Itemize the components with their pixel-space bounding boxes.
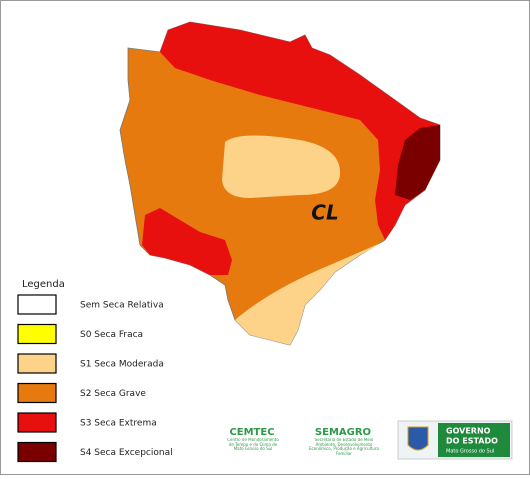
map: CL <box>119 21 441 346</box>
region-s3-north-east <box>160 22 440 240</box>
legend: Legenda Sem Seca Relativa S0 Seca Fraca S1… <box>17 279 173 463</box>
cemtec-subtitle: Centro de Monitoramento de Tempo e do Cl… <box>227 438 279 451</box>
legend-label: S2 Seca Grave <box>80 389 146 399</box>
legend-swatch <box>17 441 57 463</box>
semagro-subtitle: Secretaria de Estado de Meio Ambiente, D… <box>309 438 379 456</box>
governo-line1: GOVERNO <box>446 427 491 436</box>
legend-label: Sem Seca Relativa <box>80 301 164 311</box>
legend-label: S3 Seca Extrema <box>80 419 157 429</box>
region-s3-west <box>142 208 232 275</box>
semagro-subtitle-box: Secretaria de Estado de Meio Ambiente, D… <box>309 438 379 456</box>
legend-swatch <box>17 412 57 433</box>
cemtec-subtitle-box: Centro de Monitoramento de Tempo e do Cl… <box>227 438 279 451</box>
semagro-name: SEMAGRO <box>315 427 371 438</box>
governo-state: Mato Grosso do Sul <box>446 449 494 455</box>
legend-swatch <box>17 323 57 345</box>
region-s1-center <box>222 135 341 198</box>
legend-label: S1 Seca Moderada <box>80 360 164 370</box>
legend-swatch <box>17 294 57 315</box>
cemtec-name: CEMTEC <box>229 427 274 438</box>
region-s1-south <box>235 242 383 345</box>
governo-line2: DO ESTADO <box>446 437 498 446</box>
legend-label: S0 Seca Fraca <box>80 330 143 340</box>
governo-badge <box>438 423 510 457</box>
legend-swatch <box>17 353 57 374</box>
legend-label: S4 Seca Excepcional <box>80 448 173 458</box>
region-s4 <box>395 125 440 200</box>
coat-of-arms <box>407 426 429 451</box>
logos: CEMTEC Centro de Monitoramento de Tempo … <box>227 420 513 460</box>
region-label: CL <box>311 201 338 225</box>
legend-swatch <box>17 382 57 404</box>
legend-title: Legenda <box>22 279 65 290</box>
